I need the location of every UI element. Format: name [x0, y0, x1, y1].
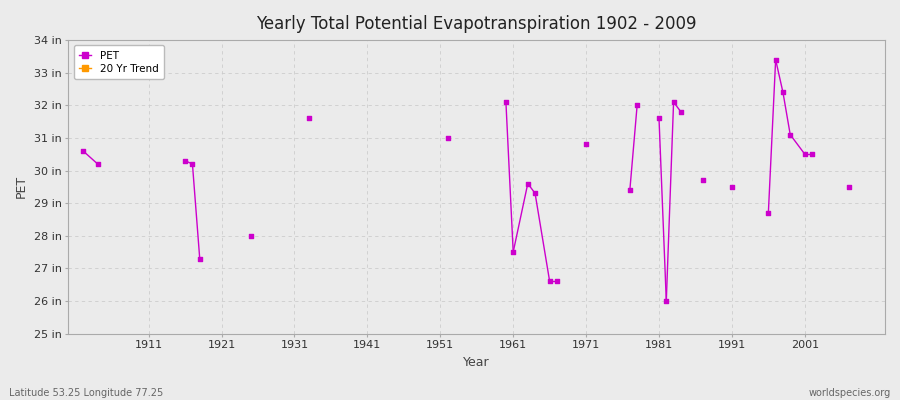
Point: [724, 184, 739, 190]
Point: [761, 210, 776, 216]
Point: [440, 135, 454, 141]
Point: [630, 102, 644, 108]
Point: [776, 89, 790, 96]
Point: [91, 161, 105, 167]
Point: [666, 99, 680, 105]
Y-axis label: PET: PET: [15, 175, 28, 198]
Point: [76, 148, 90, 154]
X-axis label: Year: Year: [464, 356, 490, 369]
Text: worldspecies.org: worldspecies.org: [809, 388, 891, 398]
Point: [528, 190, 543, 196]
Text: Latitude 53.25 Longitude 77.25: Latitude 53.25 Longitude 77.25: [9, 388, 163, 398]
Point: [769, 56, 783, 63]
Point: [244, 232, 258, 239]
Point: [842, 184, 856, 190]
Point: [520, 180, 535, 187]
Point: [193, 255, 207, 262]
Point: [185, 161, 200, 167]
Point: [506, 249, 520, 255]
Title: Yearly Total Potential Evapotranspiration 1902 - 2009: Yearly Total Potential Evapotranspiratio…: [256, 15, 697, 33]
Point: [674, 109, 688, 115]
Point: [499, 99, 513, 105]
Point: [550, 278, 564, 284]
Point: [797, 151, 812, 158]
Point: [543, 278, 557, 284]
Point: [805, 151, 819, 158]
Point: [659, 298, 673, 304]
Point: [623, 187, 637, 193]
Point: [579, 141, 593, 148]
Point: [652, 115, 666, 122]
Point: [783, 132, 797, 138]
Point: [302, 115, 316, 122]
Legend: PET, 20 Yr Trend: PET, 20 Yr Trend: [74, 45, 164, 79]
Point: [696, 177, 710, 184]
Point: [178, 158, 193, 164]
